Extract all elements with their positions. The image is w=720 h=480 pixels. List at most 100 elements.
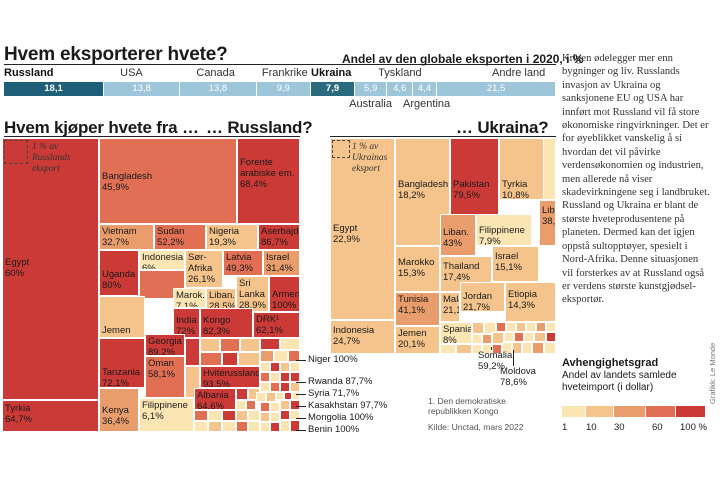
export-subtitle: Andel av den globale eksporten i 2020, i… (342, 52, 584, 66)
cell-value: 8% (443, 335, 457, 344)
filler-cell (534, 332, 546, 342)
cell-name: Spania (443, 324, 472, 335)
cell-value: 28,5% (209, 301, 236, 312)
outside-label-benin: Benin 100% (308, 424, 359, 435)
outside-label-name: Kasakhstan (308, 400, 361, 411)
cell-value: 21,7% (463, 302, 490, 312)
cell-etiopia: Etiopia 14,3% (505, 282, 556, 322)
ukraine-scale-box (332, 140, 350, 158)
cell-value: 20,1% (398, 339, 425, 350)
filler-cell (270, 362, 280, 372)
export-bar-segment-andre-land: 21,5 (437, 82, 555, 96)
cell-name: Indonesia (333, 325, 375, 336)
outside-label-value: 78,6% (500, 377, 527, 388)
cell-spania: Spania 8% (440, 322, 472, 344)
outside-label-value: 87,7% (345, 376, 373, 387)
export-bar-segment-canada: 13,8 (180, 82, 256, 96)
leader-line (296, 382, 306, 383)
cell-value: 15,3% (398, 268, 425, 279)
cell-aserbajdsjan: Aserbajdsjan86,7% (258, 224, 300, 250)
filler-cell (185, 338, 200, 366)
cell-value: 79,5% (453, 190, 480, 201)
outside-label-name: Niger (308, 354, 334, 365)
cell-india: India 72% (173, 308, 200, 338)
filler-cell (546, 332, 556, 342)
cell-value: 38,1% (542, 216, 556, 227)
legend-tick: 100 % (680, 422, 707, 433)
bar-label-canada: Canada (196, 67, 235, 79)
cell-kenya: Kenya 36,4% (99, 388, 139, 432)
cell-value: 17,4% (443, 272, 470, 283)
cell-value: 62,1% (256, 325, 283, 336)
cell-value: 41,1% (398, 305, 425, 316)
cell-name: Kamerun (142, 297, 182, 298)
filler-cell (236, 400, 246, 410)
filler-cell (288, 350, 300, 362)
cell-name: Albania (197, 390, 229, 401)
cell-georgia: Georgia 89,2% (145, 334, 185, 356)
filler-cell (280, 382, 290, 392)
filler-cell (200, 352, 222, 366)
export-bar-segment-australia: 5,9 (354, 82, 387, 96)
filler-cell (290, 410, 300, 420)
credit: Grafikk: Le Monde (708, 342, 717, 404)
cell-name: Sudan (157, 226, 185, 237)
filler-cell (194, 410, 208, 421)
export-bar-segment-argentina: 4,4 (412, 82, 437, 96)
body-text: Krigen ødelegger mer enn bygninger og li… (562, 53, 710, 306)
cell-value: 18,2% (398, 190, 425, 201)
cell-latvia: Latvia 49,3% (223, 250, 263, 276)
cell-value: 89,2% (148, 347, 175, 356)
filler-cell (290, 400, 300, 410)
outside-label-name: Syria (308, 388, 333, 399)
bar-label-usa: USA (120, 67, 143, 79)
filler-cell (504, 332, 514, 342)
cell-value: 93,5% (203, 379, 230, 388)
filler-cell (260, 402, 270, 412)
cell-name: Liban. (209, 290, 235, 301)
bar-label-ukraina: Ukraina (311, 67, 352, 79)
cell-value: 6% (142, 263, 156, 270)
filler-cell (280, 372, 290, 382)
outside-label-kasakhstan: Kasakhstan 97,7% (308, 400, 387, 411)
cell-value: 80% (102, 280, 122, 291)
outside-label-name: Rwanda (308, 376, 346, 387)
filler-cell (208, 421, 222, 432)
cell-jemen: Jemen29,6% (99, 296, 145, 338)
cell-value: 21,1% (443, 305, 459, 316)
cell-hviterussland: Hviterussland 93,5% (200, 366, 260, 388)
filler-cell (222, 352, 238, 366)
filler-cell (290, 362, 300, 372)
filler-cell (270, 382, 280, 392)
cell-name: Indonesia (142, 252, 184, 263)
filler-cell (276, 392, 284, 400)
outside-label-value: 100% (333, 354, 358, 365)
filler-cell (280, 362, 290, 372)
bar-label-australia: Australia (349, 98, 392, 110)
cell-egypt: Egypt 60% (2, 138, 99, 400)
cell-value: 31,4% (266, 263, 293, 274)
filler-cell (292, 392, 300, 400)
cell-jemen: Jemen 20,1% (395, 326, 440, 354)
export-bar-segment-frankrike: 9,9 (256, 82, 311, 96)
filler-cell (194, 421, 208, 432)
cell-name: Nigeria (209, 226, 240, 237)
filler-cell (526, 322, 536, 332)
filler-cell (280, 338, 300, 350)
cell-sør-afrika: Sør-Afrika 26,1% (185, 250, 223, 288)
legend-swatch (646, 406, 675, 417)
filler-cell (544, 342, 556, 354)
cell-jordan: Jordan 21,7% (460, 282, 505, 312)
drk-footnote: 1. Den demokratiske republikken Kongo (428, 396, 506, 416)
cell-kongo: Kongo 82,3% (200, 308, 253, 338)
cell-name: Tyrkia (5, 403, 31, 414)
filler-cell (200, 338, 220, 352)
cell-value: 86,7% (261, 237, 288, 248)
cell-indonesia: Indonesia 24,7% (330, 320, 395, 354)
filler-cell (290, 372, 300, 382)
filler-cell (256, 392, 266, 402)
filler-cell (236, 421, 248, 432)
cell-malaysia: Malaysia21,1% (440, 292, 460, 322)
filler-cell (484, 322, 496, 334)
cell-egypt: Egypt 22,9% (330, 138, 395, 320)
